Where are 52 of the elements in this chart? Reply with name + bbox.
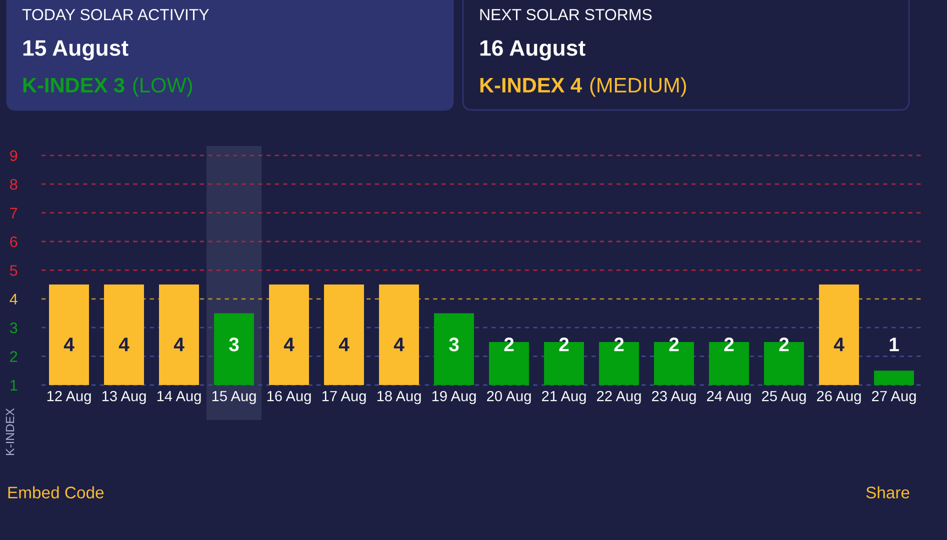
text: (MEDIUM) [590,77,686,97]
x-tick-label: 22 Aug [597,390,641,404]
text: (LOW) [133,77,192,97]
y-tick-label: 2 [10,351,18,362]
data-label: 2 [779,338,789,352]
x-tick-label: 15 Aug [212,391,256,404]
x-tick-label: 18 Aug [377,390,421,404]
text: TODAY SOLAR ACTIVITY [22,8,209,20]
data-label: 4 [394,338,404,352]
data-label: 4 [284,338,294,352]
y-tick-label: 1 [10,380,18,391]
x-tick-label: 16 Aug [267,390,311,404]
x-tick-label: 27 Aug [872,390,916,404]
data-label: 3 [229,338,239,352]
text: NEXT SOLAR STORMS [480,8,652,20]
x-tick-label: 13 Aug [102,390,146,404]
x-tick-label: 21 Aug [542,390,586,404]
text: K-INDEX 3 [23,78,124,93]
data-label: 2 [724,338,734,352]
data-label: 2 [504,338,514,352]
data-label: 1 [890,338,899,352]
text: 15 August [23,40,128,60]
y-tick-label: 5 [10,265,18,276]
y-tick-label: 8 [10,178,18,190]
data-label: 2 [669,338,679,352]
x-tick-label: 23 Aug [652,390,696,404]
y-tick-label: 3 [10,322,18,334]
x-tick-label: 17 Aug [322,391,366,404]
y-tick-label: 7 [10,208,18,218]
data-label: 4 [834,338,844,352]
data-label: 4 [64,338,74,352]
y-tick-label: 6 [10,236,18,248]
y-axis-title: K-INDEX [6,408,14,455]
x-tick-label: 24 Aug [707,390,751,404]
text: K-INDEX 4 [480,78,582,92]
data-label: 4 [338,338,350,352]
data-label: 4 [174,338,184,352]
y-tick-label: 4 [10,294,18,304]
x-tick-label: 25 Aug [762,390,806,404]
text: Embed Code [8,486,104,498]
x-tick-label: 12 Aug [47,390,91,404]
data-label: 4 [118,338,130,352]
y-tick-label: 9 [10,150,18,162]
x-tick-label: 14 Aug [157,391,201,404]
data-label: 2 [614,338,624,352]
x-tick-label: 20 Aug [487,390,531,404]
x-tick-label: 26 Aug [817,390,861,404]
data-label: 3 [449,338,459,352]
data-label: 2 [559,338,569,352]
text: 16 August [480,40,586,60]
x-tick-label: 19 Aug [432,390,476,404]
text: Share [866,486,910,498]
